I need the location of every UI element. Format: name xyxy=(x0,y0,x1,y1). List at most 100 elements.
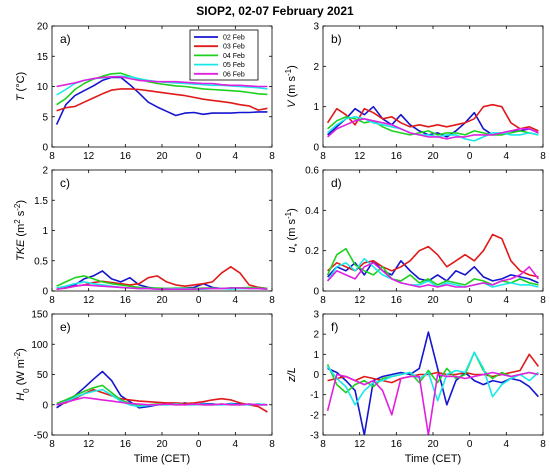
legend-label: 06 Feb xyxy=(223,71,245,78)
legend-label: 02 Feb xyxy=(223,35,245,42)
series-line xyxy=(56,88,268,112)
x-tick-label: 20 xyxy=(156,439,168,450)
x-tick-label: 0 xyxy=(467,439,473,450)
x-tick-label: 8 xyxy=(49,295,55,306)
axes-frame xyxy=(322,25,544,148)
series-line xyxy=(327,233,539,278)
y-axis-label-part: ) xyxy=(15,200,27,204)
y-tick-label: 0.2 xyxy=(305,246,319,257)
y-tick-label: 3 xyxy=(313,22,319,33)
y-tick-label: 1 xyxy=(313,350,319,361)
y-axis-label: H0 (W m-2) xyxy=(13,348,31,401)
y-tick-label: 0 xyxy=(313,143,319,154)
x-tick-label: 16 xyxy=(120,295,132,306)
y-axis-label-part: s xyxy=(15,210,27,219)
x-tick-label: 4 xyxy=(504,439,510,450)
y-tick-label: 0.4 xyxy=(305,206,319,217)
y-tick-label: 1 xyxy=(42,226,48,237)
y-axis-label-part: (m s xyxy=(286,219,298,244)
panel-label: f) xyxy=(331,320,338,334)
y-tick-label: 0 xyxy=(42,400,48,411)
y-tick-label: 15 xyxy=(37,52,49,63)
x-tick-label: 20 xyxy=(427,439,439,450)
y-tick-label: 100 xyxy=(31,340,48,351)
x-tick-label: 8 xyxy=(269,295,275,306)
x-tick-label: 8 xyxy=(269,151,275,162)
x-tick-label: 8 xyxy=(49,151,55,162)
axes-frame xyxy=(322,169,544,292)
y-tick-label: 2 xyxy=(42,166,48,177)
y-tick-label: 0.5 xyxy=(34,256,48,267)
series-line xyxy=(327,116,539,136)
series-line xyxy=(326,351,539,394)
x-tick-label: 16 xyxy=(391,439,403,450)
x-tick-label: 16 xyxy=(120,151,132,162)
y-tick-label: 1 xyxy=(313,102,319,113)
x-tick-label: 20 xyxy=(156,151,168,162)
legend-label: 04 Feb xyxy=(223,53,245,60)
series-line xyxy=(327,118,539,140)
y-axis-label-part: V xyxy=(286,99,298,108)
y-axis-label-part: -2 xyxy=(13,351,22,359)
x-tick-label: 12 xyxy=(83,295,95,306)
figure-title: SIOP2, 02-07 February 2021 xyxy=(196,4,354,18)
y-tick-label: 0 xyxy=(42,143,48,154)
y-axis-label-part: T xyxy=(15,93,27,101)
legend-label: 05 Feb xyxy=(223,62,245,69)
y-tick-label: -50 xyxy=(34,431,49,442)
panel-d: 8 12 16 20 0 4 800.20.40.6d)u* (m s-1) xyxy=(284,166,547,307)
panel-label: c) xyxy=(60,176,70,190)
y-axis-label-part: (m xyxy=(15,224,27,240)
x-tick-label: 8 xyxy=(49,439,55,450)
y-tick-label: 0 xyxy=(42,287,48,298)
y-axis-label-part: z/L xyxy=(286,367,298,383)
x-tick-label: 8 xyxy=(269,439,275,450)
y-axis-label-part: (W m xyxy=(15,359,27,388)
y-axis-label-part: -1 xyxy=(284,68,293,76)
x-tick-label: 4 xyxy=(233,439,239,450)
series-line xyxy=(55,76,268,125)
y-tick-label: -3 xyxy=(310,431,319,442)
panel-label: e) xyxy=(60,320,71,334)
x-tick-label: 12 xyxy=(354,295,366,306)
y-axis-label-part: ) xyxy=(286,208,298,212)
y-tick-label: -1 xyxy=(310,390,319,401)
x-tick-label: 4 xyxy=(233,151,239,162)
series-line xyxy=(56,72,268,106)
x-tick-label: 12 xyxy=(354,151,366,162)
x-tick-label: 12 xyxy=(83,151,95,162)
x-tick-label: 20 xyxy=(427,151,439,162)
y-tick-label: 1.5 xyxy=(34,196,48,207)
panel-label: b) xyxy=(331,32,342,46)
y-tick-label: 0 xyxy=(313,287,319,298)
x-tick-label: 12 xyxy=(83,439,95,450)
x-tick-label: 8 xyxy=(320,151,326,162)
x-tick-label: 4 xyxy=(233,295,239,306)
y-tick-label: 5 xyxy=(42,112,48,123)
y-axis-label-part: TKE xyxy=(15,239,27,261)
y-axis-label-part: ) xyxy=(15,348,27,352)
y-axis-label-part: 0 xyxy=(22,388,31,393)
x-tick-label: 0 xyxy=(196,151,202,162)
series-line xyxy=(327,259,539,284)
y-axis-label-part: * xyxy=(293,244,302,247)
y-axis-label: T (°C) xyxy=(15,72,27,101)
x-tick-label: 8 xyxy=(540,151,546,162)
y-tick-label: 3 xyxy=(313,310,319,321)
y-axis-label-part: 2 xyxy=(13,219,22,224)
x-tick-label: 20 xyxy=(156,295,168,306)
y-axis-label-part: (°C) xyxy=(15,72,27,95)
series-line xyxy=(326,371,539,435)
series-line xyxy=(56,396,268,406)
y-axis-label-part: u xyxy=(286,247,298,253)
y-tick-label: 0 xyxy=(313,370,319,381)
legend-label: 03 Feb xyxy=(223,44,245,51)
x-tick-label: 16 xyxy=(391,151,403,162)
x-tick-label: 0 xyxy=(467,295,473,306)
y-axis-label-part: -1 xyxy=(284,211,293,219)
y-tick-label: 0.6 xyxy=(305,166,319,177)
